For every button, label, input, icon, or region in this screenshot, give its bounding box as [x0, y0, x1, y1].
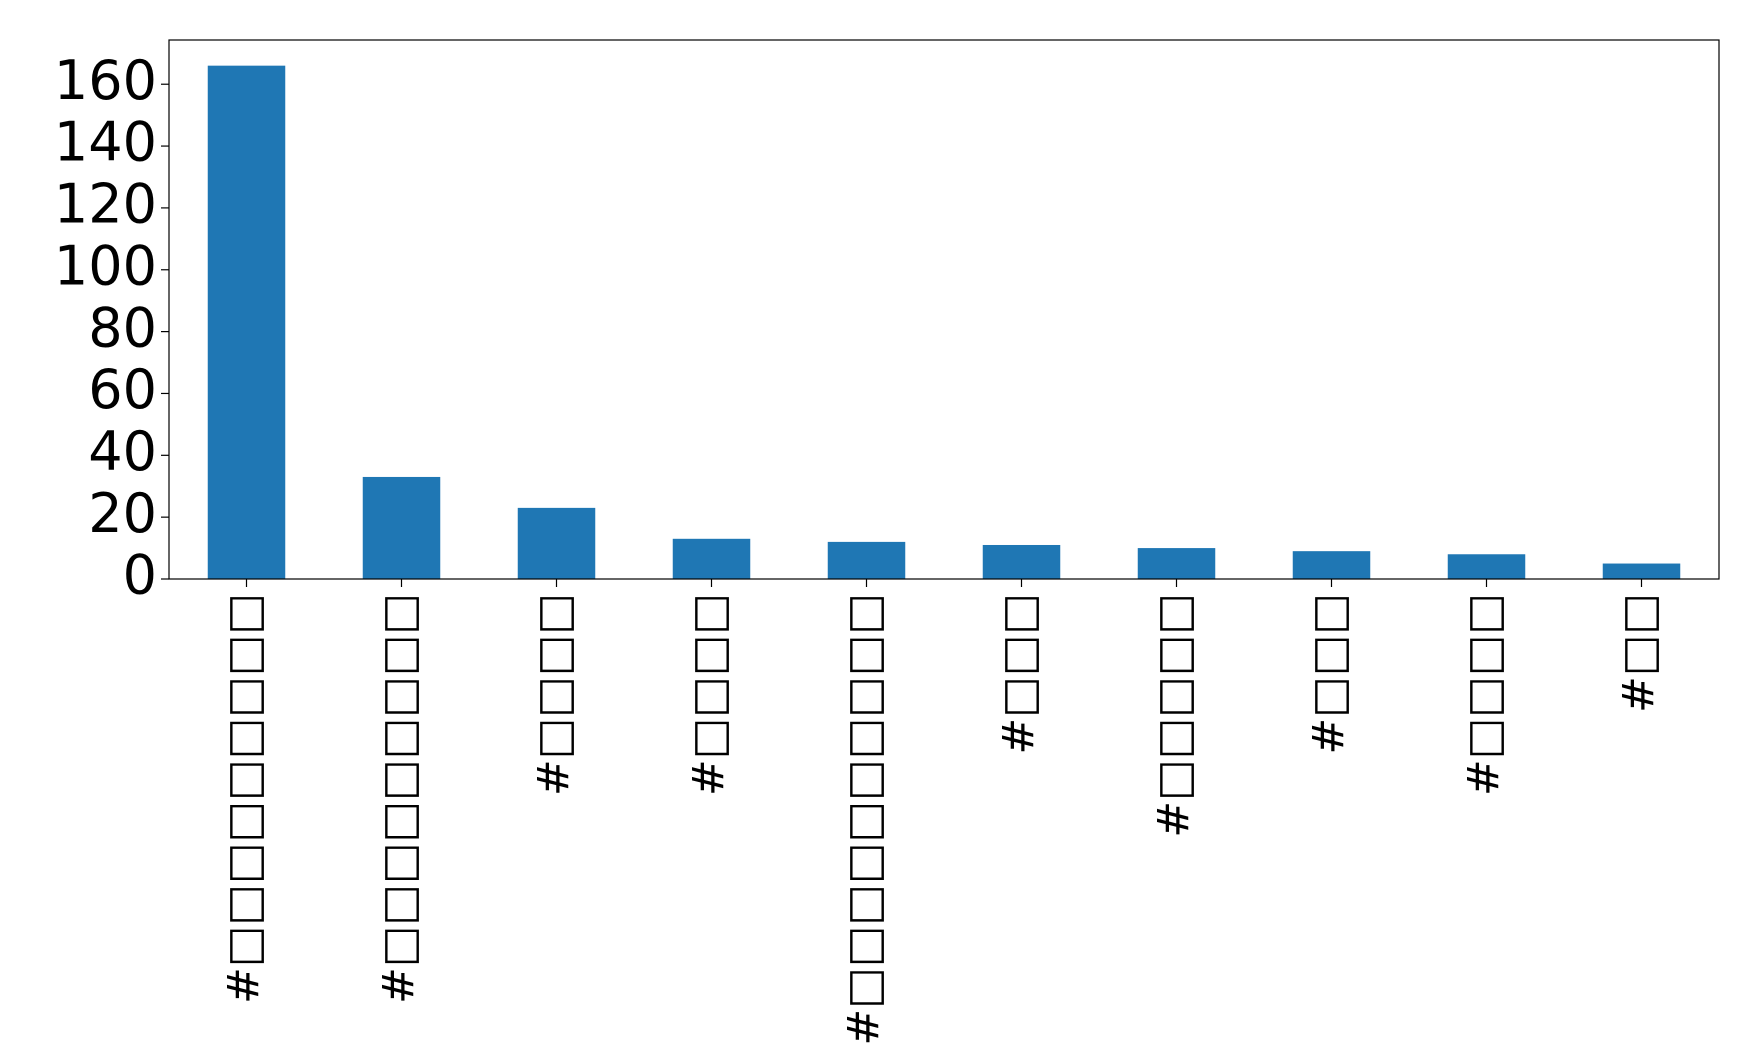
y-tick-label: 80 [88, 296, 157, 359]
x-tick-label: #□□ [1614, 593, 1665, 713]
y-tick-label: 160 [54, 49, 157, 112]
y-tick-label: 20 [88, 482, 157, 545]
x-tick-label: #□□□□□□□□□ [374, 593, 425, 1004]
y-tick-label: 140 [54, 111, 157, 174]
bar [1292, 551, 1371, 579]
x-tick-label: #□□□□□ [1149, 593, 1200, 838]
x-tick-label: #□□□ [1304, 593, 1355, 755]
x-tick-label: #□□□□ [529, 593, 580, 796]
bar [827, 541, 906, 579]
y-tick-label: 120 [54, 173, 157, 236]
plot-frame [168, 39, 1720, 580]
bar [1137, 548, 1216, 579]
bar [517, 507, 596, 579]
y-tick-label: 60 [88, 358, 157, 421]
x-tick-label: #□□□□□□□□□ [219, 593, 270, 1004]
y-tick-label: 0 [123, 544, 157, 607]
y-tick-label: 100 [54, 234, 157, 297]
x-tick-label: #□□□□ [1459, 593, 1510, 796]
y-tick-label: 40 [88, 420, 157, 483]
x-tick-label: #□□□□ [684, 593, 735, 796]
bar [672, 538, 751, 579]
x-tick-label: #□□□□□□□□□□ [839, 593, 890, 1046]
bar [1447, 554, 1526, 579]
bar [982, 544, 1061, 579]
bar [1602, 563, 1681, 579]
bar [362, 476, 441, 579]
bar [207, 65, 286, 579]
x-tick-label: #□□□ [994, 593, 1045, 755]
